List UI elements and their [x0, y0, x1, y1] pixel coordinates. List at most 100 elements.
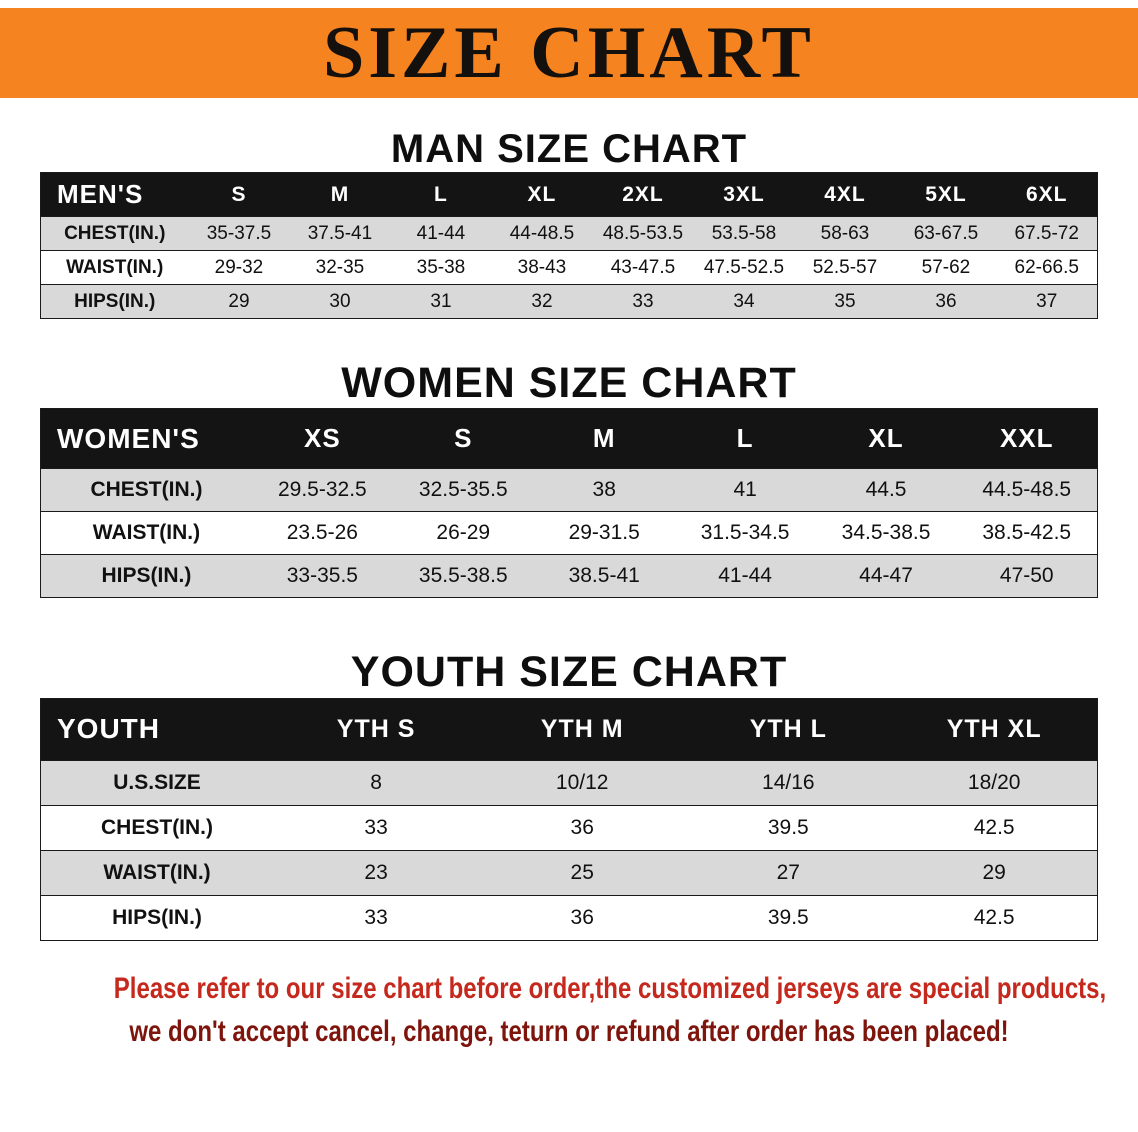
- size-column-header: L: [390, 172, 492, 217]
- size-column-header: 2XL: [592, 172, 694, 217]
- row-label: WAIST(IN.): [40, 850, 274, 896]
- size-chart-banner: SIZE CHART: [0, 8, 1138, 98]
- row-label: HIPS(IN.): [40, 554, 252, 598]
- order-notice: Please refer to our size chart before or…: [0, 967, 1138, 1054]
- measurement-row: HIPS(IN.) 33-35.5 35.5-38.5 38.5-41 41-44 44-…: [40, 554, 1098, 598]
- size-value: 23: [273, 850, 480, 896]
- size-value: 29.5-32.5: [251, 468, 393, 512]
- size-column-header: 4XL: [794, 172, 896, 217]
- size-value: 36: [895, 284, 997, 319]
- table-header-row: YOUTH YTH S YTH M YTH L YTH XL: [40, 698, 1098, 761]
- row-label: CHEST(IN.): [40, 805, 274, 851]
- size-value: 10/12: [479, 760, 686, 806]
- measurement-row: CHEST(IN.) 29.5-32.5 32.5-35.5 38 41 44.5 44.5…: [40, 468, 1098, 512]
- size-value: 38: [533, 468, 675, 512]
- size-column-header: 5XL: [895, 172, 997, 217]
- size-value: 32-35: [289, 250, 391, 285]
- size-column-header: XL: [491, 172, 593, 217]
- size-value: 32: [491, 284, 593, 319]
- youth-size-chart-heading: YOUTH SIZE CHART: [350, 648, 788, 697]
- measurement-row: WAIST(IN.) 23 25 27 29: [40, 850, 1098, 896]
- size-column-header: YTH L: [685, 698, 892, 761]
- row-label: WAIST(IN.): [40, 250, 189, 285]
- size-column-header: S: [392, 408, 534, 469]
- size-value: 42.5: [891, 805, 1098, 851]
- size-value: 41: [674, 468, 816, 512]
- banner-title: SIZE CHART: [323, 12, 815, 94]
- size-value: 33: [592, 284, 694, 319]
- size-column-header: YTH M: [479, 698, 686, 761]
- size-value: 37.5-41: [289, 216, 391, 251]
- size-value: 36: [479, 805, 686, 851]
- man-size-chart-heading: MAN SIZE CHART: [390, 127, 748, 171]
- measurement-row: HIPS(IN.) 33 36 39.5 42.5: [40, 895, 1098, 941]
- measurement-row: HIPS(IN.) 29 30 31 32 33 34 35 36 37: [40, 284, 1098, 319]
- size-value: 23.5-26: [251, 511, 393, 555]
- table-title-cell: YOUTH: [40, 698, 274, 761]
- table-title-cell: WOMEN'S: [40, 408, 252, 469]
- size-value: 38.5-41: [533, 554, 675, 598]
- size-value: 33: [273, 895, 480, 941]
- size-value: 38.5-42.5: [956, 511, 1098, 555]
- size-value: 32.5-35.5: [392, 468, 534, 512]
- size-column-header: S: [188, 172, 290, 217]
- size-value: 41-44: [674, 554, 816, 598]
- order-notice-line-1: Please refer to our size chart before or…: [113, 971, 1107, 1005]
- size-value: 44.5-48.5: [956, 468, 1098, 512]
- size-value: 53.5-58: [693, 216, 795, 251]
- size-column-header: L: [674, 408, 816, 469]
- size-value: 30: [289, 284, 391, 319]
- women-size-chart-heading: WOMEN SIZE CHART: [341, 359, 797, 407]
- row-label: HIPS(IN.): [40, 284, 189, 319]
- size-value: 29: [188, 284, 290, 319]
- size-value: 39.5: [685, 805, 892, 851]
- size-column-header: YTH XL: [891, 698, 1098, 761]
- size-value: 26-29: [392, 511, 534, 555]
- size-value: 41-44: [390, 216, 492, 251]
- size-column-header: M: [533, 408, 675, 469]
- size-value: 34.5-38.5: [815, 511, 957, 555]
- size-column-header: YTH S: [273, 698, 480, 761]
- size-value: 37: [996, 284, 1098, 319]
- size-value: 18/20: [891, 760, 1098, 806]
- size-value: 27: [685, 850, 892, 896]
- row-label: CHEST(IN.): [40, 468, 252, 512]
- order-notice-line-2: we don't accept cancel, change, teturn o…: [129, 1015, 1009, 1049]
- men-size-table: MEN'S S M L XL 2XL 3XL 4XL 5XL 6XL CHEST(IN.) 35-37…: [40, 172, 1098, 319]
- size-value: 42.5: [891, 895, 1098, 941]
- youth-size-table: YOUTH YTH S YTH M YTH L YTH XL U.S.SIZE 8 10/12…: [40, 697, 1098, 941]
- size-value: 44.5: [815, 468, 957, 512]
- measurement-row: CHEST(IN.) 33 36 39.5 42.5: [40, 805, 1098, 851]
- size-column-header: XXL: [956, 408, 1098, 469]
- size-value: 52.5-57: [794, 250, 896, 285]
- size-value: 33: [273, 805, 480, 851]
- size-value: 67.5-72: [996, 216, 1098, 251]
- size-value: 33-35.5: [251, 554, 393, 598]
- size-column-header: XL: [815, 408, 957, 469]
- row-label: WAIST(IN.): [40, 511, 252, 555]
- measurement-row: WAIST(IN.) 29-32 32-35 35-38 38-43 43-47.5 47.…: [40, 250, 1098, 285]
- size-value: 35.5-38.5: [392, 554, 534, 598]
- women-size-table: WOMEN'S XS S M L XL XXL CHEST(IN.) 29.5-32.5 32.5…: [40, 408, 1098, 599]
- size-column-header: XS: [251, 408, 393, 469]
- size-column-header: 6XL: [996, 172, 1098, 217]
- size-column-header: 3XL: [693, 172, 795, 217]
- size-value: 62-66.5: [996, 250, 1098, 285]
- size-value: 57-62: [895, 250, 997, 285]
- measurement-row: WAIST(IN.) 23.5-26 26-29 29-31.5 31.5-34.5 34…: [40, 511, 1098, 555]
- size-value: 47.5-52.5: [693, 250, 795, 285]
- measurement-row: CHEST(IN.) 35-37.5 37.5-41 41-44 44-48.5 48.5…: [40, 216, 1098, 251]
- size-value: 29-32: [188, 250, 290, 285]
- size-value: 14/16: [685, 760, 892, 806]
- size-value: 8: [273, 760, 480, 806]
- size-value: 43-47.5: [592, 250, 694, 285]
- size-value: 44-47: [815, 554, 957, 598]
- size-value: 35-37.5: [188, 216, 290, 251]
- row-label: CHEST(IN.): [40, 216, 189, 251]
- size-value: 25: [479, 850, 686, 896]
- table-header-row: MEN'S S M L XL 2XL 3XL 4XL 5XL 6XL: [40, 172, 1098, 217]
- size-value: 58-63: [794, 216, 896, 251]
- size-value: 31.5-34.5: [674, 511, 816, 555]
- row-label: HIPS(IN.): [40, 895, 274, 941]
- size-value: 31: [390, 284, 492, 319]
